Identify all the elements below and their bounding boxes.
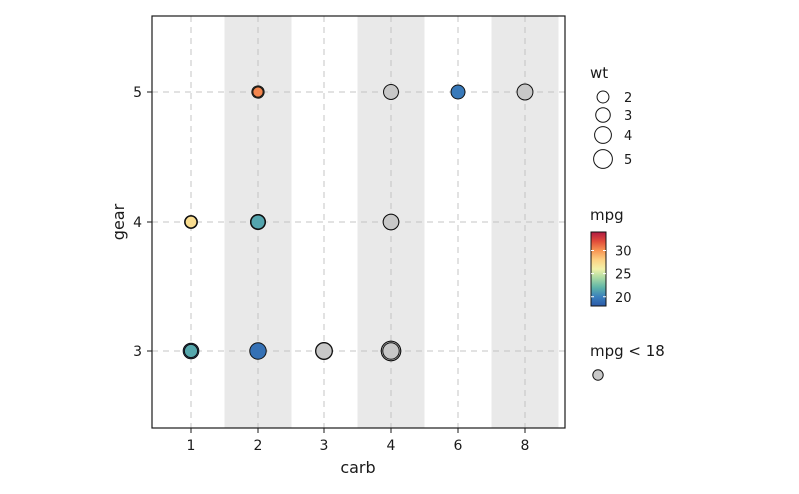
data-points [182, 83, 534, 362]
legend-highlight-title: mpg < 18 [590, 342, 665, 360]
legend-highlight-key [592, 369, 604, 381]
point-26 [382, 213, 400, 231]
x-tick-label-4: 4 [387, 438, 396, 454]
point-18 [184, 215, 198, 229]
legend-size-key-2 [596, 90, 610, 104]
y-axis: 3 4 5 [133, 85, 152, 360]
y-axis-title: gear [109, 203, 128, 240]
y-tick-label-3: 3 [133, 344, 142, 360]
point-14 [382, 342, 400, 360]
legend-color-title: mpg [590, 206, 624, 224]
legend-color-label-20: 20 [615, 291, 632, 306]
point-22 [250, 214, 266, 230]
y-tick-label-4: 4 [133, 215, 142, 231]
legend-highlight: mpg < 18 [590, 342, 665, 381]
legend-color: mpg 20 25 30 [590, 206, 632, 307]
legend-size-key-4 [594, 126, 612, 144]
legend-color-label-25: 25 [615, 268, 632, 283]
legend-color-label-30: 30 [615, 245, 632, 260]
point-30 [450, 84, 466, 100]
legend-size-key-3 [595, 107, 611, 123]
legend-size: wt 2 3 4 5 [590, 64, 632, 169]
legend-size-key-5 [593, 149, 613, 169]
legend-size-label-2: 2 [624, 91, 632, 106]
legend-colorbar [590, 231, 607, 307]
point-28 [252, 86, 264, 98]
point-2 [183, 343, 199, 359]
legend-size-label-5: 5 [624, 153, 632, 168]
point-6 [249, 342, 267, 360]
y-tick-label-5: 5 [133, 85, 142, 101]
x-axis-title: carb [340, 458, 375, 477]
x-tick-label-1: 1 [187, 438, 196, 454]
legend-size-title: wt [590, 64, 608, 82]
legend-size-label-4: 4 [624, 129, 632, 144]
x-tick-label-6: 6 [454, 438, 463, 454]
x-axis: 1 2 3 4 6 8 [187, 428, 530, 454]
x-tick-label-3: 3 [320, 438, 329, 454]
x-tick-label-2: 2 [254, 438, 263, 454]
legend-size-label-3: 3 [624, 109, 632, 124]
x-tick-label-8: 8 [521, 438, 530, 454]
point-31 [516, 83, 534, 101]
point-9 [315, 342, 333, 360]
point-29 [383, 84, 399, 100]
